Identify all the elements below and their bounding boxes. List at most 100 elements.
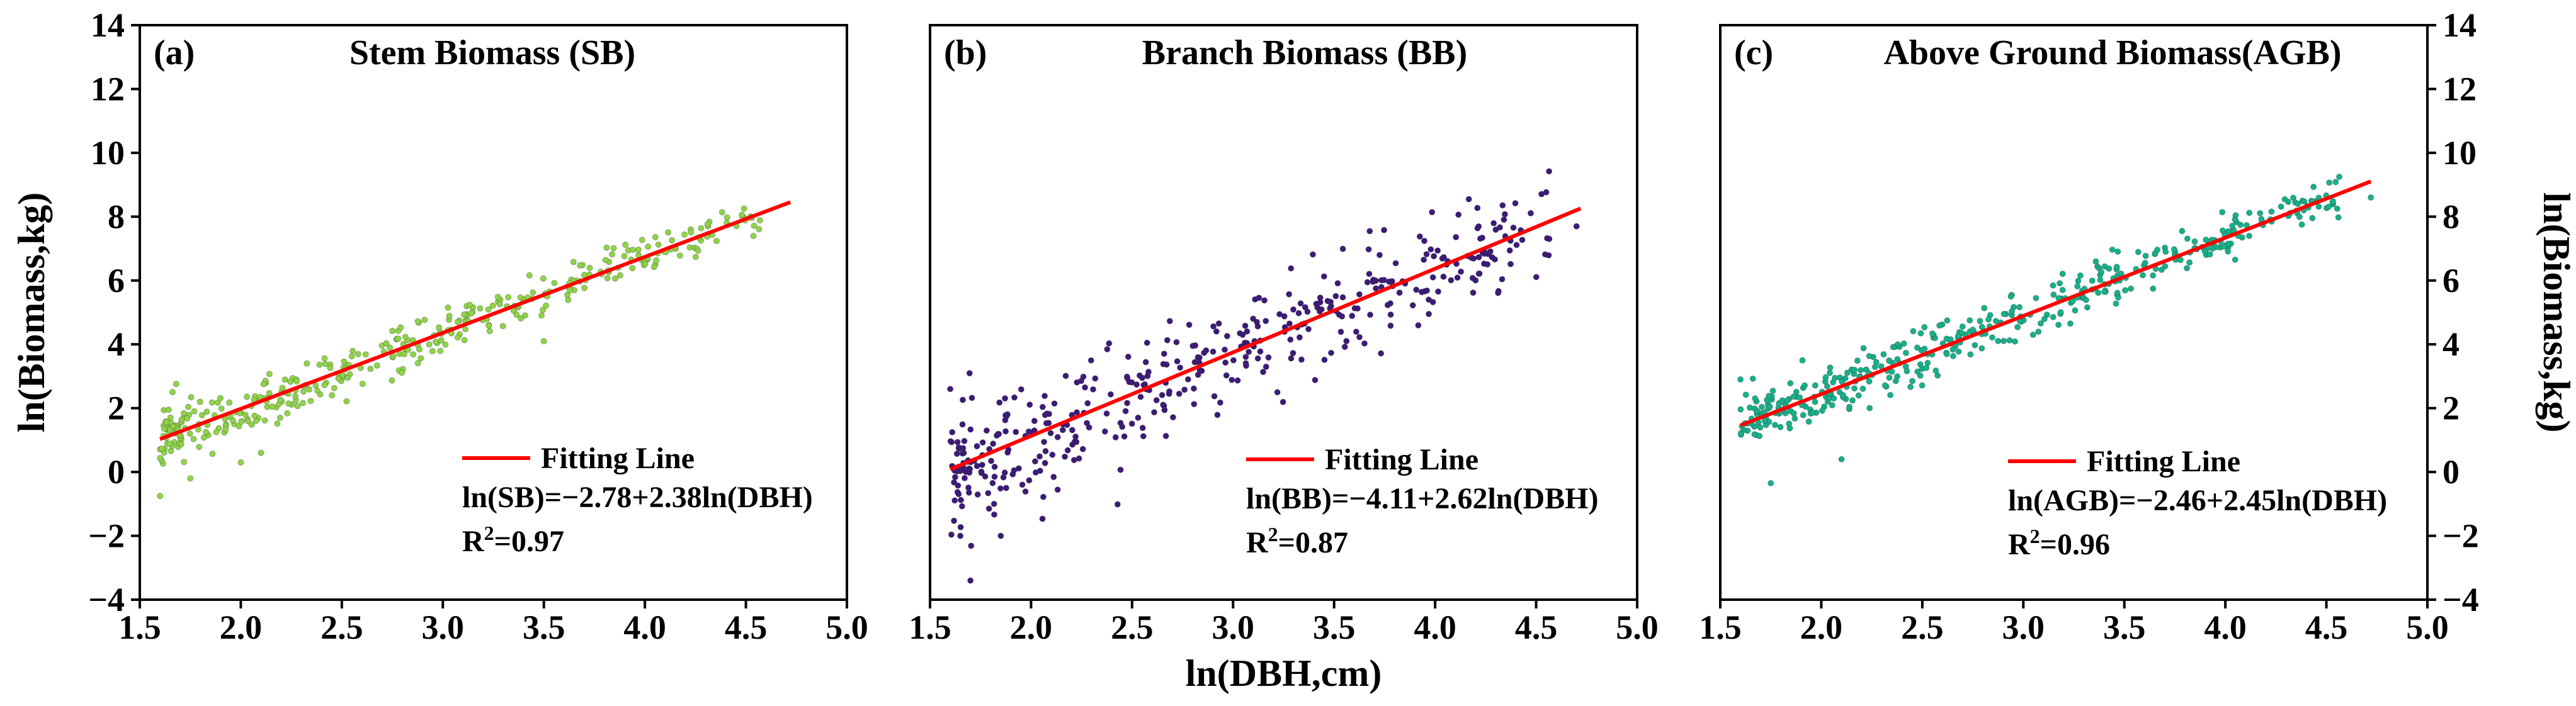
data-point [1366,228,1373,235]
data-point [1423,287,1431,294]
r2-letter: R [462,525,485,558]
data-point [1381,227,1388,233]
panel-label: (c) [1734,33,1773,72]
panel-3: 1.5 2.0 2.5 3.0 3.5 4.0 4.5 5.0−4 −2 0 2 4 6 8 10 12 14 (… [1699,6,2479,646]
data-point [1499,276,1506,283]
fitting-line [159,200,792,441]
data-point [1766,393,1773,400]
data-point [2074,283,2081,290]
data-point [1881,382,1888,389]
data-point [426,341,433,348]
data-point [1339,313,1346,320]
data-point [166,440,173,447]
data-point [2000,337,2007,345]
data-point [1062,373,1069,379]
data-point [2139,272,2147,279]
y-axis-label-left: ln(Biomass,kg) [11,193,52,433]
data-point [2268,208,2275,215]
data-point [1480,261,1487,267]
data-point [1499,202,1506,209]
data-point [316,361,323,368]
data-point [1880,351,1887,358]
data-point [184,403,192,410]
data-point [1894,341,1901,348]
data-point [1859,385,1866,392]
data-point [1949,346,1956,353]
data-point [2245,232,2253,239]
data-point [1164,337,1171,344]
data-point [1546,168,1553,175]
legend-r2: R2=0.96 [2008,525,2110,561]
legend-r2: R2=0.87 [1246,523,1348,559]
data-point [293,378,300,385]
data-point [1454,274,1461,281]
data-point [1799,357,1806,364]
data-point [2162,248,2169,255]
data-point [947,386,954,393]
data-point [277,396,284,403]
data-point [653,257,660,264]
data-point [1932,367,1939,374]
data-point [551,279,558,286]
x-tick-label: 2.0 [220,608,263,646]
data-point [461,337,468,344]
data-point [959,450,966,457]
data-point [740,205,747,212]
x-tick-label: 1.5 [118,608,161,646]
data-point [570,259,577,266]
data-point [387,344,394,351]
data-point [577,262,584,269]
data-point [167,427,174,434]
data-point [454,334,461,341]
data-point [335,375,342,382]
data-point [1214,412,1221,418]
legend: Fitting Line ln(SB)=−2.78+2.38ln(DBH) R2=0… [462,442,813,558]
data-point [1107,391,1115,398]
legend-line-label: Fitting Line [1325,443,1478,476]
y-tick-label: 14 [91,6,125,44]
data-point [2035,328,2042,335]
data-point [1181,386,1188,393]
data-point [951,479,958,486]
data-point [1353,328,1359,335]
data-point [1887,391,1894,399]
data-point [1477,235,1484,242]
data-point [1366,311,1374,318]
data-point [159,445,166,452]
data-point [967,577,974,584]
y-tick-label: 10 [2443,134,2477,172]
fitting-line [1740,179,2372,427]
data-point [751,222,757,229]
data-point [2315,203,2322,210]
data-point [1002,412,1009,419]
data-point [990,500,997,507]
scatter-points [947,168,1580,584]
data-point [341,358,348,365]
data-point [645,243,652,250]
data-point [513,311,520,318]
data-point [414,318,421,325]
data-point [2014,323,2021,331]
data-point [1831,374,1839,381]
data-point [203,408,210,415]
data-point [486,328,493,335]
data-point [2281,196,2288,203]
data-point [1977,318,1983,325]
x-tick-label: 5.0 [2406,608,2449,646]
data-point [1361,340,1368,347]
data-point [251,412,258,420]
data-point [178,440,184,447]
data-point [603,244,610,251]
data-point [1825,395,1832,402]
data-point [2150,285,2157,292]
data-point [258,449,264,456]
r2-letter: R [1246,526,1269,559]
data-point [1978,345,1985,352]
data-point [1737,430,1744,437]
data-point [1501,211,1508,218]
legend: Fitting Line ln(BB)=−4.11+2.62ln(DBH) R2=0… [1246,443,1598,559]
data-point [1169,414,1177,421]
data-point [2127,285,2135,292]
data-point [543,302,550,309]
data-point [1507,261,1514,267]
